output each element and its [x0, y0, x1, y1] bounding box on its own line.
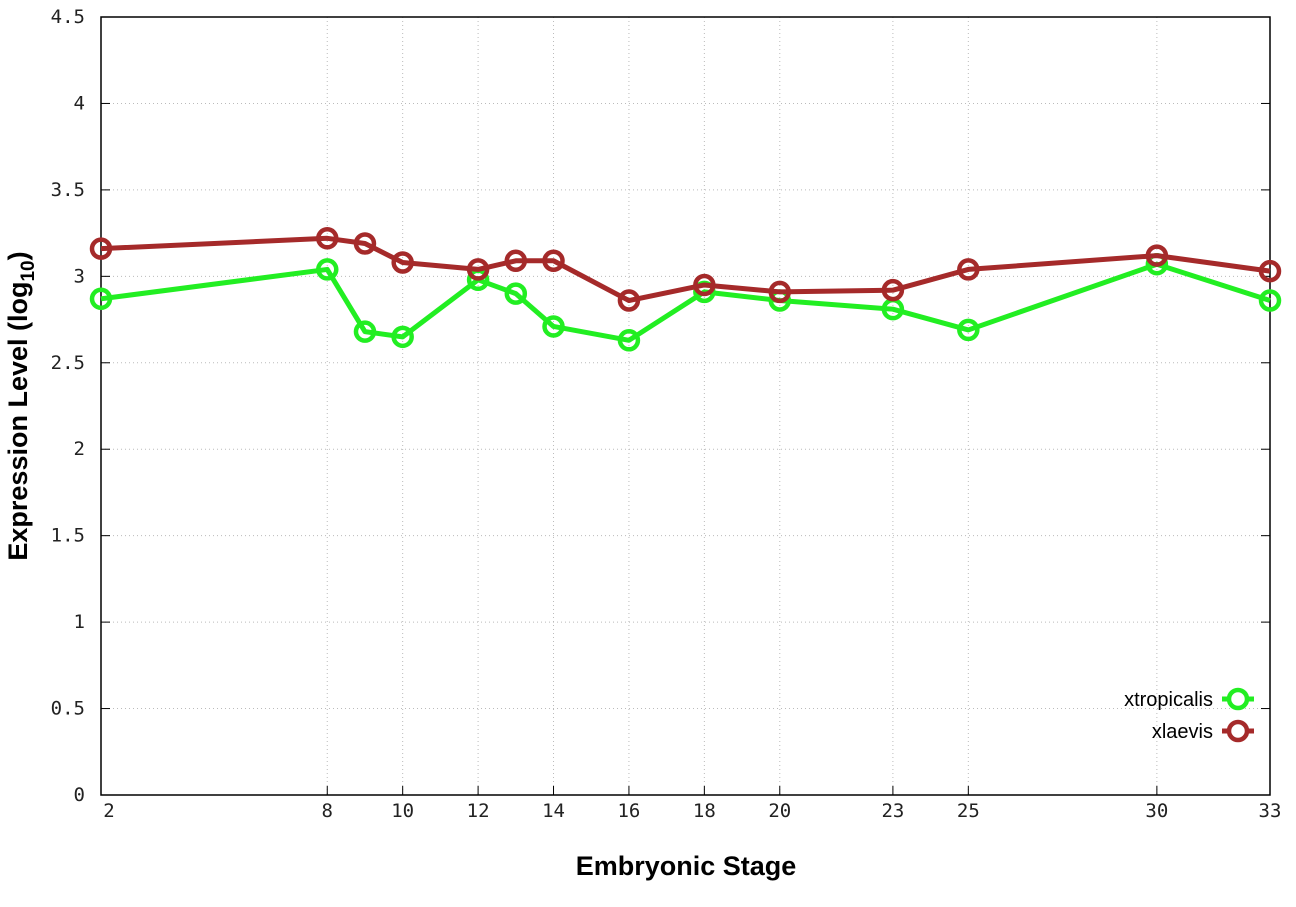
- x-tick-label: 20: [768, 800, 791, 822]
- data-point-xtropicalis: [391, 325, 414, 349]
- y-tick-label: 1: [74, 611, 85, 633]
- data-point-xlaevis: [391, 251, 414, 274]
- x-tick-label: 12: [467, 800, 490, 822]
- legend-label: xtropicalis: [1124, 689, 1213, 711]
- x-tick-label: 30: [1145, 800, 1168, 822]
- plot-frame: [100, 16, 1271, 796]
- data-point-xlaevis: [1258, 259, 1282, 283]
- series-line-xtropicalis: [100, 261, 1271, 343]
- data-point-xlaevis: [504, 249, 528, 273]
- legend-label: xlaevis: [1152, 721, 1213, 743]
- y-tick-label: 4: [74, 92, 85, 114]
- y-tick-label: 4.5: [51, 6, 85, 28]
- x-tick-label: 14: [542, 800, 565, 822]
- x-tick-label: 18: [693, 800, 716, 822]
- y-tick-label: 0: [74, 784, 85, 806]
- x-tick-label: 25: [957, 800, 980, 822]
- y-tick-label: 1.5: [51, 525, 85, 547]
- y-tick-label: 3: [74, 265, 85, 287]
- data-point-xtropicalis: [957, 318, 980, 342]
- x-tick-label: 2: [103, 800, 114, 822]
- data-point-xtropicalis: [542, 315, 565, 338]
- data-point-xtropicalis: [89, 287, 113, 311]
- x-tick-label: 23: [881, 800, 904, 822]
- data-point-xlaevis: [957, 258, 980, 281]
- data-point-xlaevis: [316, 227, 339, 250]
- series-lines: [89, 227, 1282, 352]
- y-axis-label: Expression Level (log10): [3, 251, 39, 560]
- y-tick-label: 3.5: [51, 179, 85, 201]
- y-tick-label: 2: [74, 438, 85, 460]
- data-point-xlaevis: [353, 232, 377, 255]
- y-tick-label: 0.5: [51, 698, 85, 720]
- ticks: 0 0.5 1 1.5 2 2.5 3 3.5 4 4.5 2 8 10 12 14 16 18 20 23 25 30…: [51, 6, 1282, 822]
- x-axis-label: Embryonic Stage: [576, 851, 797, 881]
- grid: [101, 17, 1270, 795]
- data-point-xtropicalis: [353, 320, 377, 343]
- data-point-xtropicalis: [1258, 289, 1282, 312]
- x-tick-label: 33: [1259, 800, 1282, 822]
- data-point-xlaevis: [1145, 244, 1169, 267]
- legend-marker: [1226, 687, 1250, 711]
- data-point-xlaevis: [466, 258, 490, 281]
- legend: xtropicalis xlaevis: [1124, 687, 1254, 743]
- y-tick-label: 2.5: [51, 352, 85, 374]
- data-point-xlaevis: [89, 237, 113, 260]
- data-point-xlaevis: [617, 289, 641, 312]
- x-tick-label: 10: [391, 800, 414, 822]
- data-point-xtropicalis: [617, 329, 641, 352]
- series-line-xlaevis: [100, 235, 1271, 304]
- x-tick-label: 8: [322, 800, 333, 822]
- data-point-xlaevis: [542, 249, 565, 273]
- data-point-xtropicalis: [504, 282, 528, 305]
- x-tick-label: 16: [617, 800, 640, 822]
- legend-marker: [1226, 719, 1250, 743]
- data-point-xlaevis: [881, 278, 905, 302]
- data-point-xlaevis: [693, 273, 716, 297]
- data-point-xtropicalis: [316, 258, 339, 281]
- data-point-xlaevis: [768, 280, 792, 304]
